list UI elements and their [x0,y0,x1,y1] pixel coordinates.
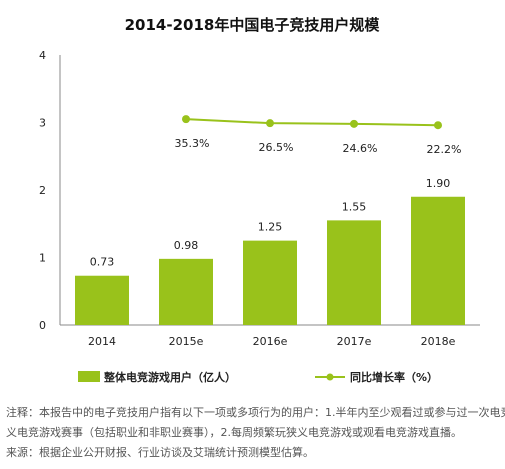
bar [243,240,297,325]
bar [411,196,465,325]
growth-point [434,121,442,130]
x-tick-label: 2018e [421,335,456,348]
x-tick-label: 2016e [253,335,288,348]
y-tick-label: 0 [39,319,46,332]
legend-line-label: 同比增长率（%） [350,370,438,384]
x-tick-label: 2015e [169,335,204,348]
legend-line-marker [326,373,334,381]
x-tick-label: 2014 [88,335,116,348]
growth-value-label: 26.5% [259,141,294,154]
growth-value-label: 24.6% [343,142,378,155]
bar-value-label: 1.90 [426,177,451,190]
growth-point [266,119,274,128]
growth-point [350,119,358,128]
footnote-1: 注释：本报告中的电子竞技用户指有以下一项或多项行为的用户：1.半年内至少观看过或… [6,406,505,419]
growth-value-label: 22.2% [427,143,462,156]
growth-point [182,115,190,124]
y-tick-label: 1 [39,252,46,265]
bar [75,275,129,325]
footnote-3: 来源：根据企业公开财报、行业访谈及艾瑞统计预测模型估算。 [6,446,314,459]
growth-value-label: 35.3% [175,137,210,150]
footnote-2: 义电竞游戏赛事（包括职业和非职业赛事），2.每周频繁玩狭义电竞游戏或观看电竞游戏… [6,426,462,439]
bar [327,220,381,325]
y-tick-label: 4 [39,49,46,62]
y-tick-label: 3 [39,117,46,130]
bar-value-label: 1.25 [258,221,283,234]
bar-value-label: 0.73 [90,256,115,269]
growth-line [185,118,439,127]
bar [159,258,213,325]
legend-bar-swatch [78,371,100,382]
bar-value-label: 1.55 [342,200,367,213]
bar-value-label: 0.98 [174,239,199,252]
x-tick-label: 2017e [337,335,372,348]
legend-bar-label: 整体电竞游戏用户（亿人） [103,370,236,384]
chart-title: 2014-2018年中国电子竞技用户规模 [125,16,381,34]
y-tick-label: 2 [39,184,46,197]
